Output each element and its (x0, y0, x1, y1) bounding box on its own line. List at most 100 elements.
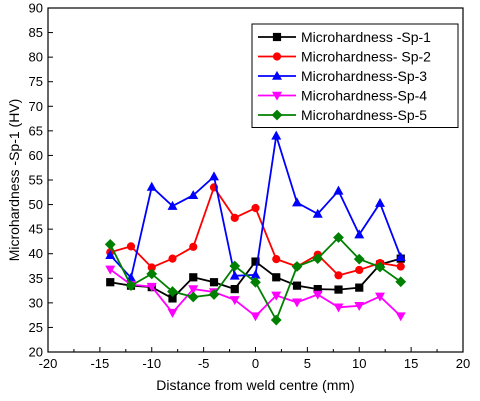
data-point (334, 285, 343, 294)
data-point (188, 285, 199, 295)
data-point (354, 229, 365, 239)
legend-marker (272, 91, 282, 101)
data-point (104, 238, 116, 250)
y-tick-label: 35 (29, 271, 43, 286)
data-point (229, 270, 240, 280)
data-point (271, 130, 282, 140)
x-tick-label: 5 (304, 356, 311, 371)
data-point (105, 250, 116, 260)
x-tick-label: 10 (352, 356, 366, 371)
data-point (167, 308, 178, 318)
y-tick-label: 40 (29, 246, 43, 261)
data-point (353, 253, 365, 265)
legend-label: Microhardness-Sp-5 (301, 107, 427, 123)
legend: Microhardness -Sp-1 Microhardness- Sp-2 Mi… (251, 23, 459, 128)
y-tick-label: 45 (29, 222, 43, 237)
data-point (209, 278, 219, 287)
data-point (167, 200, 178, 210)
data-point (354, 301, 365, 311)
data-point (230, 284, 239, 294)
x-tick-label: 0 (252, 356, 259, 371)
y-tick-label: 80 (29, 50, 43, 65)
data-point (168, 254, 177, 263)
legend-marker (272, 70, 282, 80)
series-5 (104, 232, 407, 326)
data-point (126, 242, 136, 251)
data-point (189, 273, 198, 282)
data-point (312, 253, 324, 265)
data-point (395, 276, 407, 288)
data-point (312, 290, 323, 300)
data-point (333, 185, 344, 195)
data-point (333, 303, 344, 313)
data-point (333, 232, 344, 243)
legend-marker (272, 32, 282, 42)
y-tick-label: 30 (29, 295, 43, 310)
data-point (291, 261, 303, 272)
data-point (188, 190, 199, 200)
data-point (250, 276, 261, 288)
y-tick-label: 70 (29, 99, 43, 114)
x-tick-label: -15 (90, 356, 109, 371)
data-point (208, 289, 220, 300)
data-point (106, 278, 115, 287)
data-point (125, 280, 137, 292)
legend-marker (272, 52, 282, 61)
series-layer (104, 130, 407, 326)
data-point (209, 171, 219, 181)
x-tick-label: -5 (198, 356, 210, 371)
y-tick-label: 65 (29, 123, 43, 138)
y-tick-label: 90 (29, 1, 43, 16)
data-point (355, 265, 364, 275)
data-point (272, 273, 281, 282)
data-point (355, 283, 364, 292)
data-point (229, 296, 240, 306)
y-tick-label: 50 (29, 197, 43, 212)
y-axis: 20 25 30 35 40 45 50 55 60 65 70 75 80 85 90 (29, 1, 53, 360)
data-point (396, 262, 405, 271)
data-point (395, 312, 406, 322)
x-tick-label: 15 (404, 356, 418, 371)
y-tick-label: 25 (29, 320, 43, 335)
x-tick-label: -20 (39, 356, 58, 371)
data-point (312, 208, 323, 218)
x-tick-label: 20 (456, 356, 470, 371)
data-point (229, 260, 241, 272)
y-tick-label: 60 (29, 148, 43, 163)
data-point (146, 282, 157, 292)
data-point (374, 261, 386, 273)
data-point (187, 291, 199, 303)
data-point (105, 265, 116, 275)
data-point (167, 286, 178, 297)
data-point (395, 251, 406, 261)
legend-label: Microhardness -Sp-1 (301, 29, 431, 45)
data-point (146, 181, 157, 191)
data-point (230, 213, 239, 222)
y-axis-title: Microhardness -Sp-1 (HV) (6, 99, 22, 262)
data-point (292, 298, 302, 308)
legend-label: Microhardness-Sp-4 (301, 88, 427, 104)
y-tick-label: 85 (29, 25, 43, 40)
x-axis-title: Distance from weld centre (mm) (156, 377, 354, 393)
data-point (334, 271, 343, 280)
legend-item: Microhardness-Sp-5 (258, 107, 427, 123)
y-tick-label: 75 (29, 74, 43, 89)
data-point (375, 292, 385, 302)
legend-item: Microhardness -Sp-1 (258, 29, 431, 45)
data-point (271, 291, 282, 301)
data-point (251, 203, 260, 213)
legend-label: Microhardness- Sp-2 (301, 49, 431, 65)
legend-item: Microhardness-Sp-4 (258, 88, 427, 104)
y-tick-label: 20 (29, 345, 43, 360)
data-point (251, 257, 260, 266)
data-point (375, 197, 385, 207)
data-point (250, 312, 261, 322)
x-tick-label: -10 (142, 356, 161, 371)
legend-label: Microhardness-Sp-3 (301, 68, 427, 84)
data-point (270, 314, 282, 326)
data-point (272, 255, 281, 264)
data-point (189, 242, 198, 251)
data-point (292, 197, 302, 207)
